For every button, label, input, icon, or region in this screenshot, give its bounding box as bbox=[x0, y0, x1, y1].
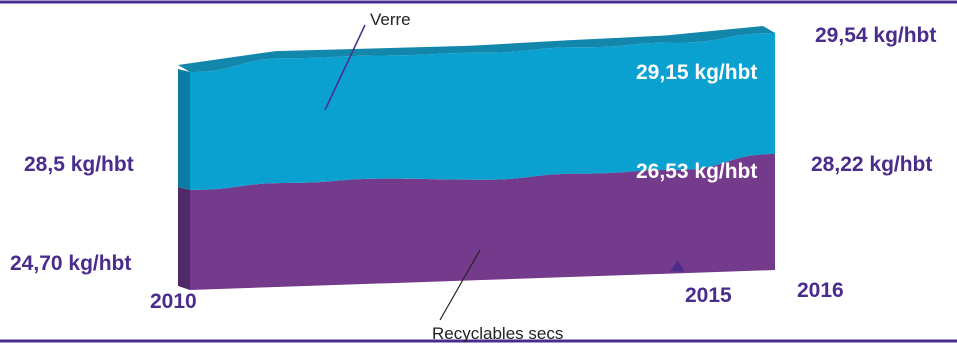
chart-labels: 28,5 kg/hbt 24,70 kg/hbt 29,54 kg/hbt 28,22… bbox=[10, 10, 936, 343]
x-tick-label-2016: 2016 bbox=[797, 279, 844, 302]
verre-label-2016: 29,54 kg/hbt bbox=[815, 24, 936, 47]
marker-2015-triangle bbox=[670, 260, 685, 272]
recyclables-secs-label-2016: 28,22 kg/hbt bbox=[811, 153, 932, 176]
verre-leader-line bbox=[324, 24, 366, 111]
recyclables-secs-series-label: Recyclables secs bbox=[432, 324, 563, 343]
x-tick-label-2010: 2010 bbox=[150, 290, 197, 313]
recyclables-secs-label-2010: 24,70 kg/hbt bbox=[10, 252, 131, 275]
recyclables-secs-side-face bbox=[178, 187, 190, 290]
verre-label-2010: 28,5 kg/hbt bbox=[24, 153, 134, 176]
recyclables-secs-label-2015: 26,53 kg/hbt bbox=[636, 160, 757, 183]
chart-areas bbox=[178, 26, 775, 290]
verre-side-face bbox=[178, 69, 190, 190]
verre-label-2015: 29,15 kg/hbt bbox=[636, 61, 757, 84]
recyclables-secs-area bbox=[190, 154, 775, 290]
verre-series-label: Verre bbox=[370, 10, 411, 29]
verre-area bbox=[190, 33, 775, 190]
x-tick-label-2015: 2015 bbox=[685, 284, 732, 307]
verre-top-face bbox=[178, 26, 775, 72]
recyclables-secs-leader-line bbox=[439, 249, 481, 321]
